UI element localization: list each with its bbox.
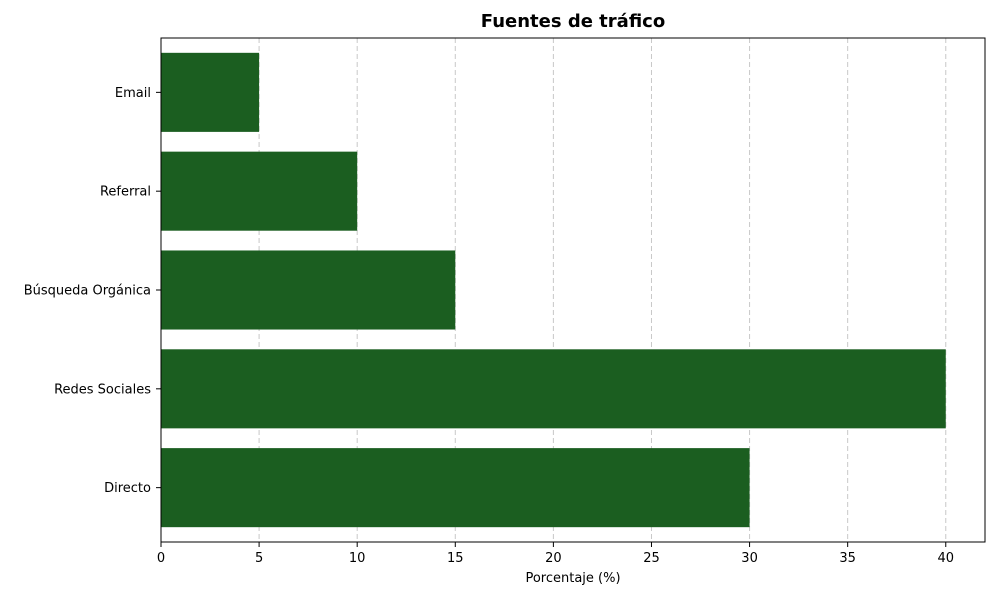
y-tick-label: Referral (100, 185, 151, 200)
y-tick-label: Directo (104, 481, 151, 496)
x-tick-label: 15 (447, 551, 464, 566)
bar-2 (161, 250, 456, 330)
x-tick-label: 30 (741, 551, 758, 566)
x-tick-label: 40 (937, 551, 954, 566)
x-tick-label: 10 (349, 551, 366, 566)
x-axis-ticks: 0 5 10 15 20 25 30 35 40 (157, 542, 954, 566)
x-tick-label: 25 (643, 551, 660, 566)
x-axis-label: Porcentaje (%) (525, 571, 620, 586)
bar-1 (161, 349, 946, 429)
y-axis-ticks: Directo Redes Sociales Búsqueda Orgánica Re… (24, 86, 161, 496)
y-tick-label: Búsqueda Orgánica (24, 284, 151, 299)
x-tick-label: 0 (157, 551, 165, 566)
bars (161, 52, 946, 528)
y-tick-label: Email (115, 86, 151, 101)
x-tick-label: 35 (839, 551, 856, 566)
y-tick-label: Redes Sociales (54, 382, 151, 397)
bar-4 (161, 52, 260, 132)
bar-3 (161, 151, 358, 231)
bar-0 (161, 448, 750, 528)
chart-title: Fuentes de tráfico (480, 11, 666, 32)
x-tick-label: 5 (255, 551, 263, 566)
x-tick-label: 20 (545, 551, 562, 566)
